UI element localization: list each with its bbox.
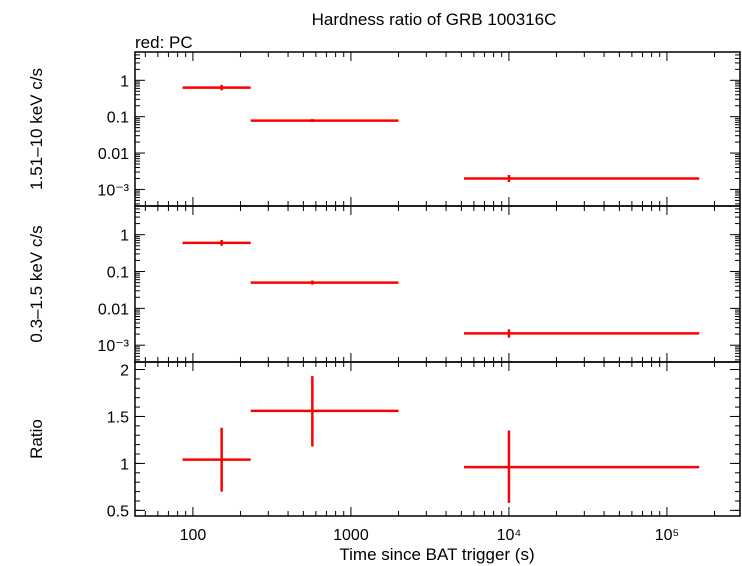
- y-axis-label: Ratio: [27, 419, 46, 459]
- panel-frame: [134, 51, 741, 207]
- data-point: [182, 84, 251, 91]
- y-tick-label: 10⁻³: [97, 338, 129, 355]
- data-point: [464, 430, 700, 503]
- y-tick-label: 1: [120, 73, 129, 90]
- data-point: [464, 329, 700, 338]
- y-tick-label: 0.1: [107, 110, 129, 127]
- panel-frame: [134, 361, 741, 517]
- y-tick-label: 0.01: [98, 146, 129, 163]
- x-tick-label: 1000: [333, 527, 369, 544]
- data-point: [182, 427, 251, 492]
- y-tick-label: 10⁻³: [97, 182, 129, 199]
- chart-title: Hardness ratio of GRB 100316C: [312, 10, 557, 29]
- data-point: [182, 239, 251, 246]
- data-point: [464, 174, 700, 182]
- x-tick-label: 10⁵: [655, 527, 679, 544]
- y-tick-label: 0.5: [107, 503, 129, 520]
- y-tick-label: 1.5: [107, 409, 129, 426]
- y-axis-label: 1.51–10 keV c/s: [27, 68, 46, 190]
- x-tick-label: 100: [180, 527, 207, 544]
- chart-subtitle: red: PC: [135, 33, 193, 52]
- y-tick-label: 0.01: [98, 301, 129, 318]
- y-tick-label: 2: [120, 363, 129, 380]
- x-tick-label: 10⁴: [497, 527, 522, 544]
- y-axis-label: 0.3–1.5 keV c/s: [27, 225, 46, 342]
- panel-bottom: 2 1.5 1 0.5 100 1000 10⁴ 10⁵ Ratio: [27, 361, 741, 544]
- panel-frame: [134, 205, 741, 363]
- y-tick-label: 1: [120, 228, 129, 245]
- panel-middle: 1 0.1 0.01 10⁻³ 0.3–1.5 keV c/s: [27, 205, 741, 363]
- panels: 1 0.1 0.01 10⁻³ 1.51–10 keV c/s 1 0.1 0.01 10⁻³ 0…: [27, 51, 741, 544]
- panel-top: 1 0.1 0.01 10⁻³ 1.51–10 keV c/s: [27, 51, 741, 207]
- y-tick-label: 1: [120, 456, 129, 473]
- x-axis-label: Time since BAT trigger (s): [339, 545, 534, 564]
- data-point: [250, 376, 399, 447]
- data-point: [250, 280, 399, 285]
- data-point: [250, 119, 399, 123]
- y-tick-label: 0.1: [107, 265, 129, 282]
